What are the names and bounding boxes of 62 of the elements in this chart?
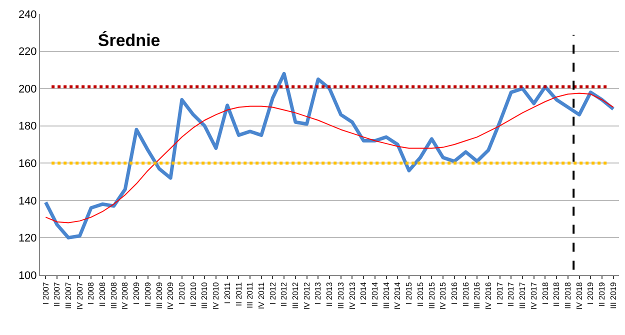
x-tick-label: IV 2015 <box>438 282 448 310</box>
x-tick-label: I 2017 <box>495 282 504 304</box>
x-tick-label: III 2016 <box>472 282 482 309</box>
y-tick-label: 140 <box>18 195 37 208</box>
x-tick-label: III 2008 <box>109 282 118 309</box>
y-tick-label: 200 <box>18 83 37 96</box>
x-tick-label: I 2019 <box>586 282 596 304</box>
y-tick-label: 120 <box>18 232 37 245</box>
x-tick-label: III 2017 <box>518 282 528 309</box>
x-tick-label: II 2017 <box>506 282 516 307</box>
x-tick-label: III 2019 <box>608 282 618 309</box>
y-tick-label: 180 <box>18 120 37 133</box>
x-tick-label: I 2007 <box>41 282 50 304</box>
x-tick-label: IV 2012 <box>302 282 312 310</box>
x-tick-label: III 2015 <box>427 282 436 309</box>
x-tick-label: III 2013 <box>336 282 346 309</box>
x-tick-label: IV 2018 <box>574 282 584 310</box>
x-tick-label: II 2013 <box>325 282 334 307</box>
x-tick-label: II 2011 <box>234 282 244 306</box>
y-tick-label: 220 <box>18 46 37 58</box>
line-series <box>44 72 616 240</box>
x-tick-label: IV 2008 <box>120 282 130 310</box>
x-tick-label: I 2018 <box>540 282 550 304</box>
x-tick-label: IV 2007 <box>75 282 84 310</box>
x-tick-label: II 2015 <box>416 282 425 307</box>
x-tick-label: II 2016 <box>461 282 470 307</box>
x-tick-label: III 2010 <box>200 282 210 309</box>
x-tick-label: I 2010 <box>178 282 187 304</box>
x-tick-label: I 2014 <box>359 282 368 304</box>
x-tick-label: III 2014 <box>382 282 391 309</box>
x-tick-label: I 2008 <box>86 282 96 304</box>
x-tick-label: II 2018 <box>552 282 562 307</box>
x-tick-label: IV 2009 <box>166 282 176 310</box>
x-tick-label: IV 2013 <box>348 282 357 310</box>
x-tick-label: I 2012 <box>268 282 278 304</box>
x-tick-label: II 2012 <box>280 282 289 307</box>
x-tick-label: III 2009 <box>154 282 164 309</box>
x-tick-label: IV 2010 <box>212 282 221 310</box>
text: Średnie <box>98 30 160 50</box>
x-tick-label: II 2014 <box>370 282 380 307</box>
x-tick-label: IV 2017 <box>529 282 538 310</box>
x-tick-label: III 2007 <box>64 282 73 309</box>
line-series <box>45 92 614 224</box>
x-tick-label: II 2010 <box>188 282 198 307</box>
x-tick-label: I 2015 <box>404 282 414 304</box>
x-tick-label: III 2012 <box>291 282 300 309</box>
y-tick-label: 160 <box>18 158 37 170</box>
x-tick-label: III 2018 <box>564 282 573 309</box>
x-tick-label: III 2011 <box>246 282 255 308</box>
x-tick-label: I 2013 <box>314 282 323 304</box>
x-tick-label: IV 2014 <box>393 282 402 310</box>
y-tick-label: 240 <box>18 8 37 21</box>
y-tick-label: 100 <box>18 270 37 282</box>
x-tick-label: I 2016 <box>450 282 459 304</box>
x-tick-label: I 2011 <box>222 282 232 304</box>
x-tick-label: I 2009 <box>132 282 142 304</box>
x-tick-label: II 2009 <box>143 282 152 307</box>
x-tick-label: II 2007 <box>52 282 62 307</box>
x-tick-label: II 2019 <box>598 282 607 307</box>
x-tick-label: IV 2016 <box>484 282 494 310</box>
x-tick-label: II 2008 <box>98 282 108 307</box>
x-tick-label: IV 2011 <box>256 282 266 310</box>
